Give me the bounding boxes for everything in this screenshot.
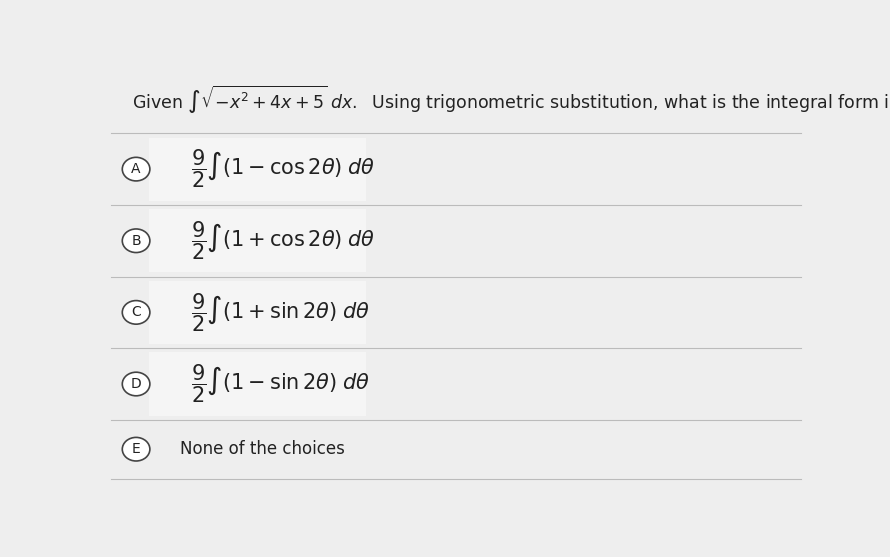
FancyBboxPatch shape (150, 281, 367, 344)
Text: $\dfrac{9}{2}\int (1 - \sin 2\theta)\; d\theta$: $\dfrac{9}{2}\int (1 - \sin 2\theta)\; d… (190, 363, 369, 405)
Text: C: C (131, 305, 141, 319)
Text: A: A (132, 162, 141, 176)
FancyBboxPatch shape (150, 353, 367, 416)
FancyBboxPatch shape (150, 138, 367, 201)
Ellipse shape (122, 301, 150, 324)
Ellipse shape (122, 372, 150, 396)
Text: B: B (131, 234, 141, 248)
Text: $\dfrac{9}{2}\int (1 + \cos 2\theta)\; d\theta$: $\dfrac{9}{2}\int (1 + \cos 2\theta)\; d… (190, 219, 375, 262)
Ellipse shape (122, 437, 150, 461)
Text: $\dfrac{9}{2}\int (1 - \cos 2\theta)\; d\theta$: $\dfrac{9}{2}\int (1 - \cos 2\theta)\; d… (190, 148, 375, 190)
Text: Given $\int \sqrt{-x^2+4x+5}\; dx.$  Using trigonometric substitution, what is t: Given $\int \sqrt{-x^2+4x+5}\; dx.$ Usin… (132, 84, 890, 116)
Text: None of the choices: None of the choices (181, 440, 345, 458)
Ellipse shape (122, 157, 150, 181)
Text: D: D (131, 377, 142, 391)
Text: E: E (132, 442, 141, 456)
FancyBboxPatch shape (150, 209, 367, 272)
Ellipse shape (122, 229, 150, 252)
Text: $\dfrac{9}{2}\int (1 + \sin 2\theta)\; d\theta$: $\dfrac{9}{2}\int (1 + \sin 2\theta)\; d… (190, 291, 369, 334)
